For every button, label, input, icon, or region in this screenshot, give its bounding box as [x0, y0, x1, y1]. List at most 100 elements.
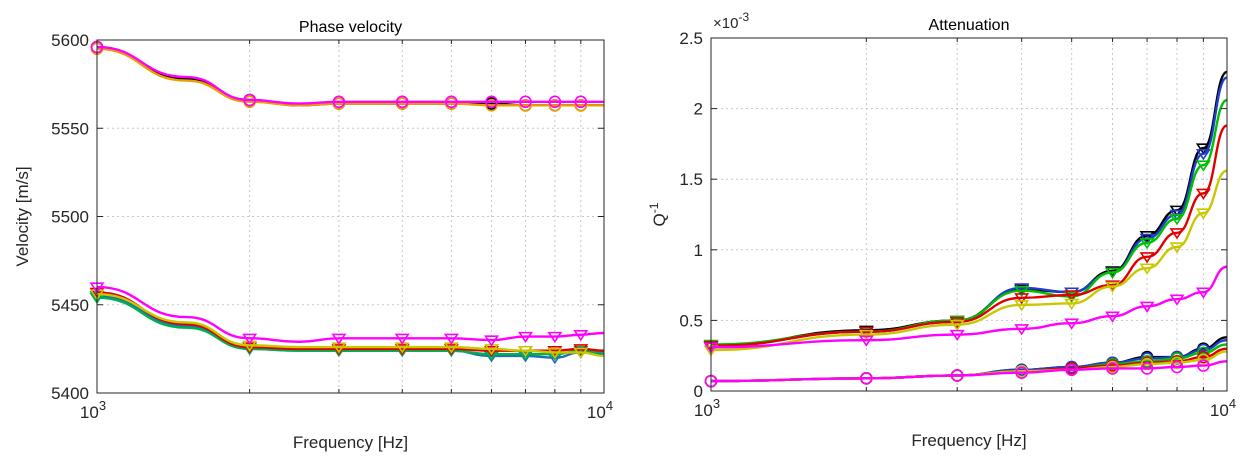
data-point-triangle [1139, 252, 1155, 264]
series-line [710, 360, 1228, 383]
data-point-circle [1065, 363, 1078, 377]
y-tick-label: 5500 [51, 208, 89, 227]
data-point-triangle [443, 333, 459, 345]
y-tick-label: 2 [694, 100, 703, 119]
data-point-triangle [1195, 160, 1211, 172]
data-point-triangle [1139, 238, 1155, 250]
data-point-circle [445, 95, 458, 109]
y-axis-label: Velocity [m/s] [13, 166, 32, 266]
data-point-circle [485, 99, 498, 112]
data-point-circle [1106, 362, 1119, 375]
data-point-triangle [394, 344, 410, 356]
series-line [96, 291, 605, 352]
y-tick-label: 2.5 [679, 29, 703, 48]
data-point-triangle [1014, 286, 1030, 298]
series-4 [703, 169, 1228, 357]
data-point-circle [1170, 360, 1184, 374]
y-tick-label: 1.5 [679, 170, 703, 189]
data-point-circle [1197, 346, 1210, 360]
data-point-circle [243, 93, 256, 107]
chart-title: Attenuation [929, 17, 1010, 34]
plot-frame [710, 37, 1228, 392]
data-point-circle [860, 371, 873, 385]
data-point-triangle [242, 340, 258, 352]
data-point-triangle [1064, 298, 1080, 310]
phase-velocity-panel: 5400 5450 5500 5550 5600 103 104 Phase velocity… [13, 19, 613, 452]
data-point-triangle [484, 351, 500, 363]
series-line [96, 292, 605, 358]
data-point-triangle [1195, 208, 1211, 220]
data-point-triangle [443, 344, 459, 356]
series-2 [703, 98, 1228, 351]
data-point-triangle [1195, 188, 1211, 200]
data-point-circle [1015, 366, 1028, 379]
data-point-triangle [1169, 214, 1185, 226]
data-point-triangle [1014, 300, 1030, 312]
y-tick-label: 5400 [51, 384, 89, 403]
data-point-triangle [547, 331, 563, 344]
data-point-triangle [573, 347, 589, 359]
series-11 [704, 359, 1228, 388]
data-point-triangle [394, 333, 410, 345]
series-line [96, 47, 604, 107]
series-line [710, 70, 1228, 348]
data-point-triangle [517, 345, 533, 358]
data-point-triangle [517, 351, 533, 363]
data-point-triangle [1014, 283, 1030, 295]
data-point-triangle [1064, 318, 1080, 330]
data-point-triangle [331, 333, 347, 345]
data-point-circle [485, 95, 498, 109]
data-point-circle [548, 95, 562, 109]
y-scale-exponent: ×10-3 [713, 10, 749, 32]
grid-lines [97, 40, 604, 393]
x-tick-label: 103 [694, 396, 720, 420]
data-point-triangle [547, 347, 563, 359]
data-point-triangle [242, 333, 258, 345]
data-point-circle [1170, 356, 1184, 370]
x-axis-label: Frequency [Hz] [293, 433, 408, 452]
x-tick-label: 104 [587, 398, 613, 422]
data-point-triangle [949, 319, 965, 332]
ticks: 0 0.5 1 1.5 2 2.5 103 104 [679, 29, 1236, 420]
data-point-triangle [1195, 143, 1211, 155]
data-point-triangle [1014, 293, 1030, 305]
data-point-triangle [858, 335, 874, 347]
grid-lines [711, 38, 1227, 391]
data-point-triangle [484, 335, 500, 347]
data-point-triangle [949, 329, 965, 342]
data-point-triangle [1064, 290, 1080, 302]
series-5 [89, 287, 605, 358]
x-axis-label: Frequency [Hz] [911, 431, 1026, 450]
data-point-triangle [1014, 324, 1030, 336]
data-point-triangle [1169, 294, 1185, 306]
data-point-triangle [1105, 267, 1121, 279]
data-point-triangle [1169, 242, 1185, 254]
data-point-triangle [1105, 311, 1121, 323]
y-tick-label: 0 [694, 382, 703, 401]
data-point-circle [950, 369, 964, 382]
data-point-circle [1140, 362, 1154, 375]
data-point-circle [1197, 359, 1210, 372]
attenuation-panel: 0 0.5 1 1.5 2 2.5 103 104 Attenuation Frequency [… [647, 10, 1236, 450]
data-point-triangle [573, 344, 589, 356]
series-line [96, 285, 605, 344]
data-point-circle [1140, 357, 1154, 371]
chart-title: Phase velocity [299, 19, 402, 36]
data-point-triangle [1195, 149, 1211, 161]
data-point-circle [519, 99, 532, 112]
data-point-triangle [1139, 263, 1155, 275]
series-line [96, 296, 605, 356]
y-axis-label: Q-1 [647, 202, 669, 226]
series-line [710, 169, 1228, 352]
x-tick-label: 103 [80, 398, 106, 422]
series-5 [703, 265, 1228, 354]
data-point-triangle [517, 331, 533, 344]
series-line [96, 45, 604, 105]
data-point-triangle [858, 326, 874, 339]
data-point-triangle [949, 317, 965, 329]
y-tick-label: 0.5 [679, 311, 703, 330]
data-point-triangle [573, 330, 589, 342]
data-point-circle [332, 95, 346, 109]
ticks: 5400 5450 5500 5550 5600 103 104 [51, 31, 613, 422]
